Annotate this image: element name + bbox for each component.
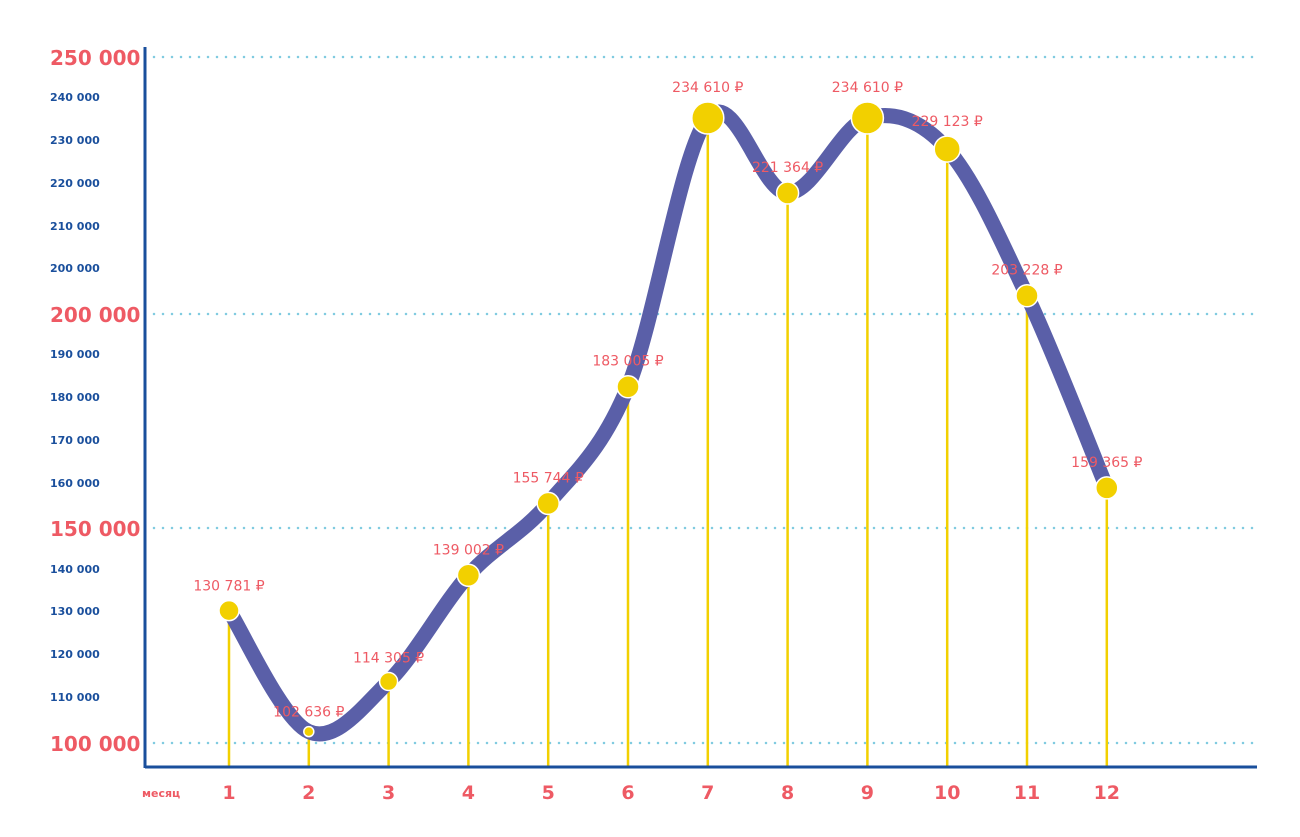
- data-point: [303, 725, 315, 738]
- y-minor-tick-label: 180 000: [50, 391, 100, 404]
- data-point: [775, 181, 800, 205]
- data-label: 221 364 ₽: [752, 160, 823, 176]
- data-label: 130 781 ₽: [193, 579, 264, 595]
- data-label: 155 744 ₽: [513, 470, 584, 486]
- y-minor-tick-label: 190 000: [50, 348, 100, 361]
- y-minor-tick-label: 140 000: [50, 563, 100, 576]
- data-label: 114 305 ₽: [353, 650, 424, 666]
- x-tick-label: 4: [462, 782, 475, 804]
- data-point: [850, 101, 885, 135]
- y-minor-tick-label: 220 000: [50, 177, 100, 190]
- y-minor-tick-label: 160 000: [50, 477, 100, 490]
- x-tick-label: 7: [701, 782, 714, 804]
- data-label: 234 610 ₽: [672, 80, 743, 96]
- y-minor-tick-label: 230 000: [50, 134, 100, 147]
- data-label: 159 365 ₽: [1071, 455, 1142, 471]
- y-minor-tick-label: 210 000: [50, 220, 100, 233]
- y-major-tick-label: 100 000: [50, 732, 140, 756]
- data-label: 203 228 ₽: [991, 263, 1062, 279]
- data-label: 234 610 ₽: [832, 80, 903, 96]
- x-tick-label: 3: [382, 782, 395, 804]
- x-axis-label: месяц: [142, 787, 180, 800]
- data-point: [456, 563, 481, 588]
- y-minor-tick-label: 170 000: [50, 434, 100, 447]
- data-point: [616, 374, 640, 399]
- data-point: [691, 101, 725, 135]
- x-tick-label: 10: [934, 782, 960, 804]
- y-minor-tick-label: 110 000: [50, 691, 100, 704]
- x-tick-label: 2: [302, 782, 315, 804]
- data-point: [218, 599, 240, 622]
- data-point: [1095, 476, 1119, 500]
- x-tick-label: 5: [542, 782, 555, 804]
- data-label: 139 002 ₽: [433, 542, 504, 558]
- data-point: [1015, 283, 1039, 308]
- series-line: [221, 104, 1115, 742]
- data-point: [378, 671, 399, 692]
- x-tick-label: 6: [621, 782, 634, 804]
- y-minor-tick-label: 240 000: [50, 91, 100, 104]
- data-label: 102 636 ₽: [273, 705, 344, 721]
- y-minor-tick-label: 120 000: [50, 648, 100, 661]
- y-minor-tick-label: 200 000: [50, 262, 100, 275]
- x-tick-label: 8: [781, 782, 794, 804]
- y-major-tick-label: 250 000: [50, 46, 140, 70]
- y-major-tick-label: 200 000: [50, 303, 140, 327]
- data-point: [933, 135, 961, 163]
- x-tick-label: 9: [861, 782, 874, 804]
- x-tick-label: 11: [1014, 782, 1040, 804]
- x-tick-label: 1: [222, 782, 235, 804]
- data-label: 229 123 ₽: [912, 114, 983, 130]
- data-label: 183 005 ₽: [592, 354, 663, 370]
- data-point: [536, 491, 560, 516]
- y-major-tick-label: 150 000: [50, 517, 140, 541]
- y-minor-tick-label: 130 000: [50, 605, 100, 618]
- x-tick-label: 12: [1094, 782, 1120, 804]
